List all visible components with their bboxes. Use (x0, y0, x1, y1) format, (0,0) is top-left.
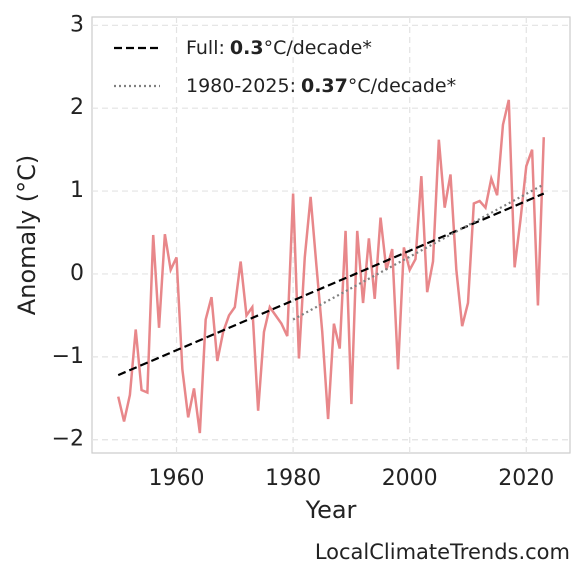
y-tick-label: 3 (70, 12, 84, 37)
legend-label: Full: 0.3°C/decade* (186, 37, 372, 59)
legend-label: 1980-2025: 0.37°C/decade* (186, 75, 456, 97)
y-axis-label: Anomaly (°C) (13, 155, 41, 315)
y-tick-label: 1 (70, 178, 84, 203)
source: LocalClimateTrends.com (315, 540, 570, 564)
legend-unit: °C/decade* (264, 37, 372, 59)
legend-name: Full: (186, 37, 225, 59)
legend-rate: 0.3 (230, 37, 264, 59)
x-tick-label: 2000 (382, 466, 438, 491)
trend-line (117, 192, 545, 377)
x-tick-label: 1960 (149, 466, 205, 491)
y-tick-label: −1 (52, 344, 84, 369)
x-axis-label: Year (305, 496, 357, 524)
y-tick-label: 2 (70, 95, 84, 120)
y-tick-label: −2 (52, 427, 84, 452)
legend-name: 1980-2025: (186, 75, 296, 97)
x-tick-label: 1980 (265, 466, 321, 491)
x-tick-label: 2020 (498, 466, 554, 491)
legend-unit: °C/decade* (348, 75, 456, 97)
legend-rate: 0.37 (301, 75, 348, 97)
y-tick-label: 0 (70, 261, 84, 286)
data-line (117, 99, 546, 434)
